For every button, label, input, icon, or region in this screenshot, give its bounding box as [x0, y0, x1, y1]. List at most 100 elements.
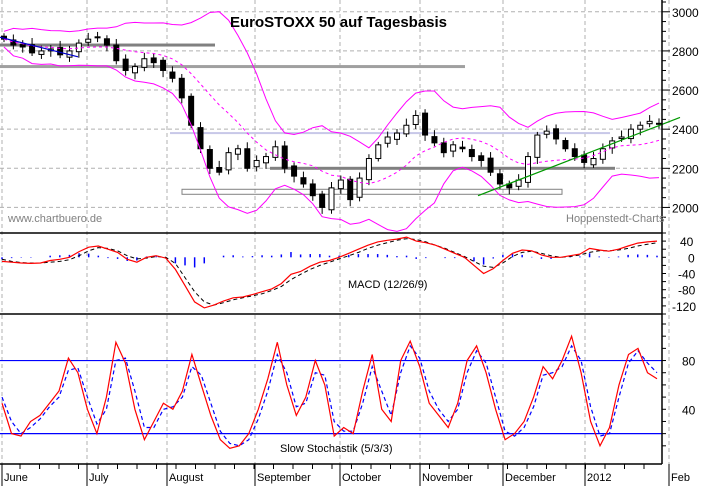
candle-down — [319, 193, 326, 208]
macd-signal-line — [1, 238, 658, 306]
macd-line — [1, 236, 658, 309]
month-label-july: July — [89, 472, 109, 484]
month-label-feb: Feb — [671, 472, 690, 484]
candle-down — [562, 140, 569, 150]
candle-up — [85, 38, 92, 43]
candle-down — [113, 44, 120, 62]
candle-down — [122, 58, 129, 71]
downtrend-line — [0, 36, 79, 58]
candle-down — [300, 177, 307, 185]
candle-down — [94, 36, 101, 39]
support-line-2200 — [270, 166, 615, 170]
price-tick-label: 2800 — [672, 45, 699, 59]
candle-up — [637, 124, 644, 130]
macd-panel — [1, 236, 658, 309]
candle-down — [178, 77, 185, 99]
candle-up — [253, 159, 260, 168]
watermark-chartbuero: www.chartbuero.de — [7, 213, 102, 225]
candle-down — [553, 128, 560, 140]
candle-up — [412, 114, 419, 125]
stochastic-panel — [0, 334, 662, 449]
candle-down — [459, 146, 466, 150]
candle-up — [627, 128, 634, 140]
bollinger-upper — [3, 11, 660, 149]
candle-up — [132, 66, 138, 74]
macd-tick-label: -80 — [678, 284, 696, 298]
candle-down — [571, 148, 578, 158]
watermark-hoppenstedt: Hoppenstedt-Charts — [566, 213, 665, 225]
month-label-september: September — [257, 472, 311, 484]
candle-up — [534, 134, 541, 158]
stoch-d-line — [1, 344, 658, 447]
candle-up — [543, 130, 550, 135]
month-label-august: August — [169, 472, 203, 484]
candle-up — [38, 50, 45, 55]
candle-up — [394, 132, 400, 140]
candle-up — [656, 122, 662, 125]
axes: 2000 2200 2400 2600 2800 3000 40 0 -40 -80 -120 80 4… — [0, 0, 699, 486]
candle-down — [160, 59, 167, 71]
candle-down — [19, 43, 26, 48]
candle-down — [216, 167, 223, 173]
candle-down — [487, 157, 494, 173]
candle-down — [422, 112, 429, 136]
resistance-line-2380 — [170, 132, 610, 135]
candle-up — [263, 156, 269, 164]
month-label-october: October — [342, 472, 381, 484]
candle-down — [281, 145, 288, 169]
candle-up — [365, 158, 372, 181]
candle-up — [525, 156, 531, 183]
stochastic-label: Slow Stochastik (5/3/3) — [280, 443, 393, 455]
month-label-november: November — [422, 472, 473, 484]
month-label-december: December — [505, 472, 556, 484]
candle-down — [169, 71, 176, 79]
bollinger-lower — [3, 46, 660, 232]
candle-down — [206, 149, 213, 169]
candle-up — [75, 42, 82, 53]
candle-up — [618, 136, 625, 140]
support-line-2080 — [181, 188, 563, 195]
candle-down — [440, 142, 447, 154]
stoch-tick-label: 80 — [682, 355, 696, 369]
candle-down — [496, 173, 503, 185]
candle-up — [384, 136, 391, 144]
macd-label: MACD (12/26/9) — [348, 279, 427, 291]
candle-down — [431, 136, 438, 144]
macd-tick-label: -120 — [672, 300, 696, 314]
candle-down — [309, 183, 316, 197]
grid-lines — [0, 0, 670, 464]
stoch-k-line — [1, 334, 658, 449]
candle-up — [403, 124, 410, 135]
price-tick-label: 2200 — [672, 162, 699, 176]
bollinger-middle — [3, 38, 660, 185]
macd-tick-label: 0 — [688, 251, 695, 265]
candle-down — [347, 178, 354, 201]
candle-down — [478, 155, 485, 161]
candle-up — [234, 148, 241, 155]
price-tick-label: 2400 — [672, 123, 699, 137]
month-label-2012: 2012 — [587, 472, 611, 484]
candle-up — [590, 158, 597, 166]
resistance-line-2720 — [0, 65, 465, 69]
candle-up — [599, 148, 606, 160]
uptrend-line — [477, 116, 681, 197]
candle-down — [291, 165, 298, 177]
stoch-tick-label: 40 — [682, 403, 696, 417]
chart-title: EuroSTOXX 50 auf Tagesbasis — [230, 14, 447, 31]
candle-up — [337, 179, 344, 190]
macd-tick-label: -40 — [678, 268, 696, 282]
candle-up — [328, 187, 335, 211]
macd-tick-label: 40 — [680, 235, 694, 249]
candle-up — [272, 146, 279, 158]
price-tick-label: 2000 — [672, 201, 699, 215]
candle-down — [150, 57, 157, 64]
candle-down — [468, 149, 475, 158]
candle-up — [375, 144, 382, 160]
candle-up — [450, 144, 457, 152]
candle-down — [244, 148, 251, 169]
price-panel — [0, 11, 681, 232]
candle-up — [225, 152, 232, 171]
candle-up — [646, 120, 653, 125]
